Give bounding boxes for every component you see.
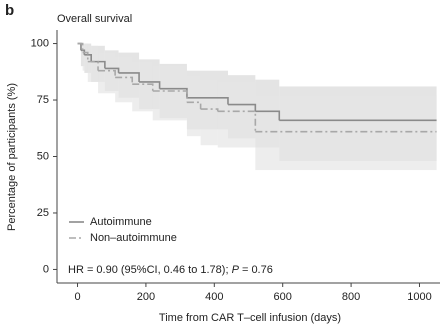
survival-step xyxy=(84,54,92,62)
y-tick-label: 75 xyxy=(37,94,49,106)
chart-title: Overall survival xyxy=(57,13,132,25)
x-tick-label: 600 xyxy=(274,291,292,303)
x-tick-label: 0 xyxy=(74,291,80,303)
survival-step xyxy=(186,96,229,105)
survival-step xyxy=(139,81,161,89)
y-tick-label: 100 xyxy=(31,37,49,49)
ci-band xyxy=(186,75,201,137)
ci-band xyxy=(82,43,88,71)
survival-step xyxy=(82,51,89,62)
survival-step xyxy=(255,110,281,121)
x-tick-label: 200 xyxy=(137,291,155,303)
ci-band xyxy=(87,45,99,82)
survival-step xyxy=(115,76,134,85)
panel-label: b xyxy=(5,2,14,19)
ci-band xyxy=(217,81,256,148)
y-tick-label: 0 xyxy=(43,263,49,275)
survival-step xyxy=(227,103,257,112)
survival-step xyxy=(77,42,84,53)
x-tick-label: 1000 xyxy=(407,291,431,303)
survival-step xyxy=(159,87,188,98)
ci-band xyxy=(255,95,437,171)
survival-step xyxy=(77,42,82,51)
x-tick-label: 400 xyxy=(205,291,223,303)
legend-label: Non–autoimmune xyxy=(90,232,177,244)
survival-step xyxy=(104,67,120,73)
ci-band xyxy=(115,57,133,103)
survival-step xyxy=(152,90,188,103)
survival-step xyxy=(87,60,99,71)
legend-label: Autoimmune xyxy=(90,216,152,228)
x-axis-label: Time from CAR T–cell infusion (days) xyxy=(159,312,341,324)
annotation-part: HR = 0.90 (95%CI, 0.46 to 1.78); xyxy=(68,264,232,276)
survival-step xyxy=(98,69,116,78)
y-axis-label: Percentage of participants (%) xyxy=(6,83,18,231)
annotation-part: P xyxy=(232,264,240,276)
survival-step xyxy=(217,110,257,132)
survival-step xyxy=(91,60,106,69)
ci-band xyxy=(200,79,218,146)
ci-band xyxy=(132,61,153,112)
y-tick-label: 25 xyxy=(37,207,49,219)
survival-step xyxy=(200,108,219,112)
ci-band xyxy=(152,66,187,121)
survival-step xyxy=(118,72,140,82)
ci-band xyxy=(98,52,116,94)
x-tick-label: 800 xyxy=(342,291,360,303)
survival-step xyxy=(132,83,154,91)
annotation: HR = 0.90 (95%CI, 0.46 to 1.78); P = 0.7… xyxy=(68,264,273,276)
annotation-part: = 0.76 xyxy=(239,264,273,276)
y-tick-label: 50 xyxy=(37,150,49,162)
survival-step xyxy=(186,101,202,110)
